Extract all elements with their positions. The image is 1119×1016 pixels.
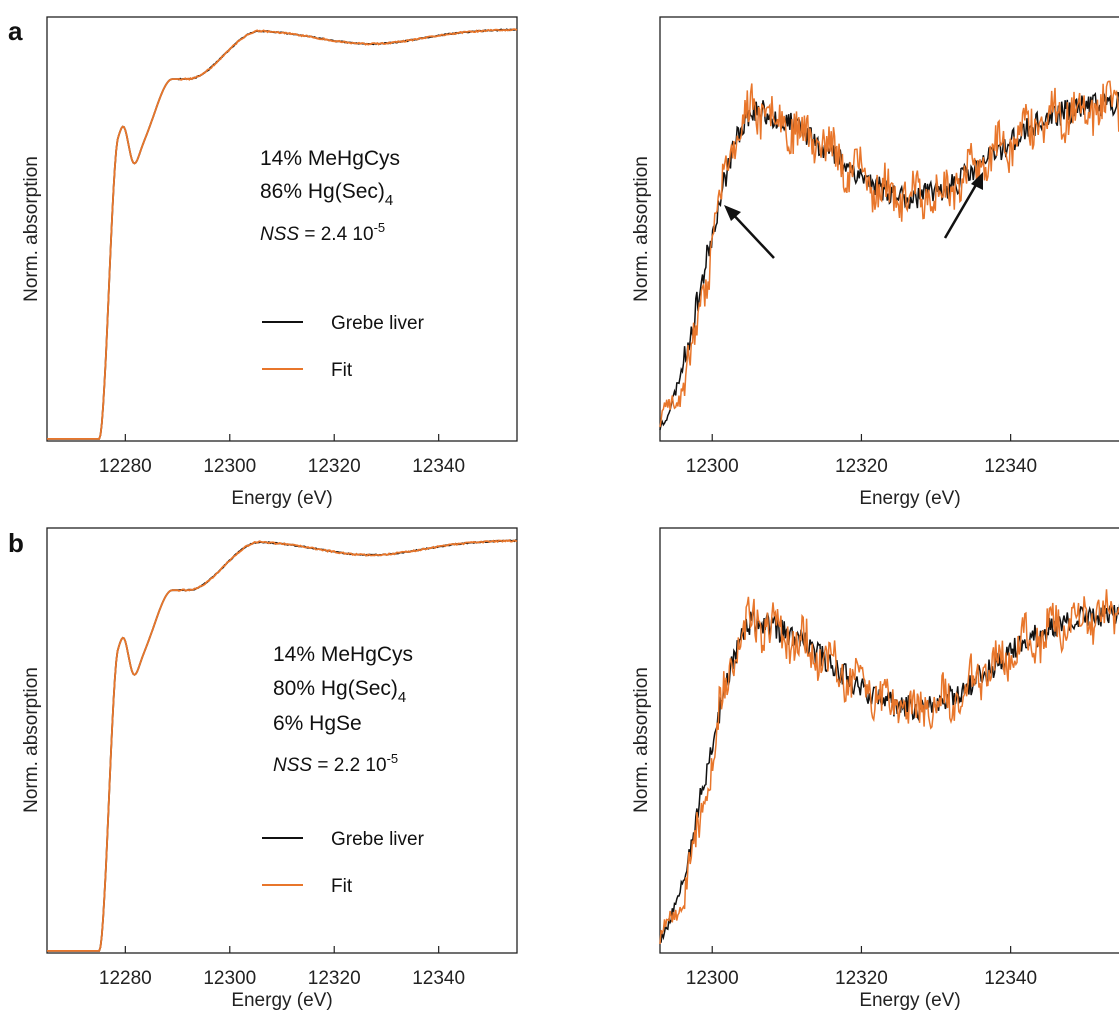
grebe-liver-line	[659, 89, 1119, 431]
x-tick-label: 12300	[203, 456, 256, 477]
arrow-2-shaft	[943, 177, 982, 239]
panel-a-zoom: Norm. absorption Energy (eV) 12300 12320 1…	[631, 16, 1119, 509]
fit-line	[659, 589, 1119, 945]
nss-annotation: NSS = 2.4 10-5	[260, 220, 385, 245]
y-axis-label: Norm. absorption	[631, 667, 652, 813]
panel-a-full: a Norm. absorption Energy (eV) 12280 1230…	[8, 16, 518, 509]
arrow-1-head	[724, 205, 741, 221]
x-axis-label: Energy (eV)	[231, 990, 332, 1011]
x-tick-label: 12340	[984, 968, 1037, 989]
x-ticks: 12300 12320 12340	[686, 434, 1037, 477]
component-2: 80% Hg(Sec)4	[273, 677, 406, 706]
x-tick-label: 12320	[308, 456, 361, 477]
component-1: 14% MeHgCys	[273, 643, 413, 666]
x-ticks: 12280 12300 12320 12340	[99, 946, 465, 989]
x-tick-label: 12320	[835, 456, 888, 477]
x-axis-label: Energy (eV)	[859, 488, 960, 509]
x-tick-label: 12300	[686, 456, 739, 477]
legend-label-fit: Fit	[331, 876, 353, 897]
y-axis-label: Norm. absorption	[21, 156, 42, 302]
panel-b-full: b Norm. absorption Energy (eV) 12280 1230…	[8, 527, 518, 1011]
plot-frame	[659, 527, 1119, 954]
y-axis-label: Norm. absorption	[631, 156, 652, 302]
panel-letter-a: a	[8, 16, 23, 46]
x-tick-label: 12340	[412, 456, 465, 477]
plot-frame	[659, 16, 1119, 442]
nss-annotation: NSS = 2.2 10-5	[273, 751, 398, 776]
legend-label-sample: Grebe liver	[331, 829, 425, 850]
fit-line	[659, 80, 1119, 428]
fit-line	[47, 539, 518, 952]
legend-label-fit: Fit	[331, 360, 353, 381]
component-2: 86% Hg(Sec)4	[260, 180, 393, 209]
panel-b-zoom: Norm. absorption Energy (eV) 12300 12320 1…	[631, 527, 1119, 1011]
x-ticks: 12300 12320 12340	[686, 946, 1037, 989]
x-tick-label: 12340	[412, 968, 465, 989]
plot-frame	[46, 16, 518, 442]
plot-frame	[46, 527, 518, 954]
grebe-liver-line	[47, 539, 518, 952]
x-tick-label: 12320	[835, 968, 888, 989]
panel-letter-b: b	[8, 528, 24, 558]
arrow-2-head	[971, 172, 983, 190]
x-tick-label: 12300	[203, 968, 256, 989]
arrow-1-shaft	[728, 209, 775, 259]
x-tick-label: 12300	[686, 968, 739, 989]
grebe-liver-line	[659, 603, 1119, 943]
x-tick-label: 12320	[308, 968, 361, 989]
x-ticks: 12280 12300 12320 12340	[99, 434, 465, 477]
legend-label-sample: Grebe liver	[331, 313, 425, 334]
x-tick-label: 12340	[984, 456, 1037, 477]
x-axis-label: Energy (eV)	[231, 488, 332, 509]
fit-line	[47, 28, 518, 440]
y-axis-label: Norm. absorption	[21, 667, 42, 813]
component-1: 14% MeHgCys	[260, 147, 400, 170]
x-tick-label: 12280	[99, 968, 152, 989]
x-axis-label: Energy (eV)	[859, 990, 960, 1011]
component-3: 6% HgSe	[273, 712, 362, 735]
x-tick-label: 12280	[99, 456, 152, 477]
